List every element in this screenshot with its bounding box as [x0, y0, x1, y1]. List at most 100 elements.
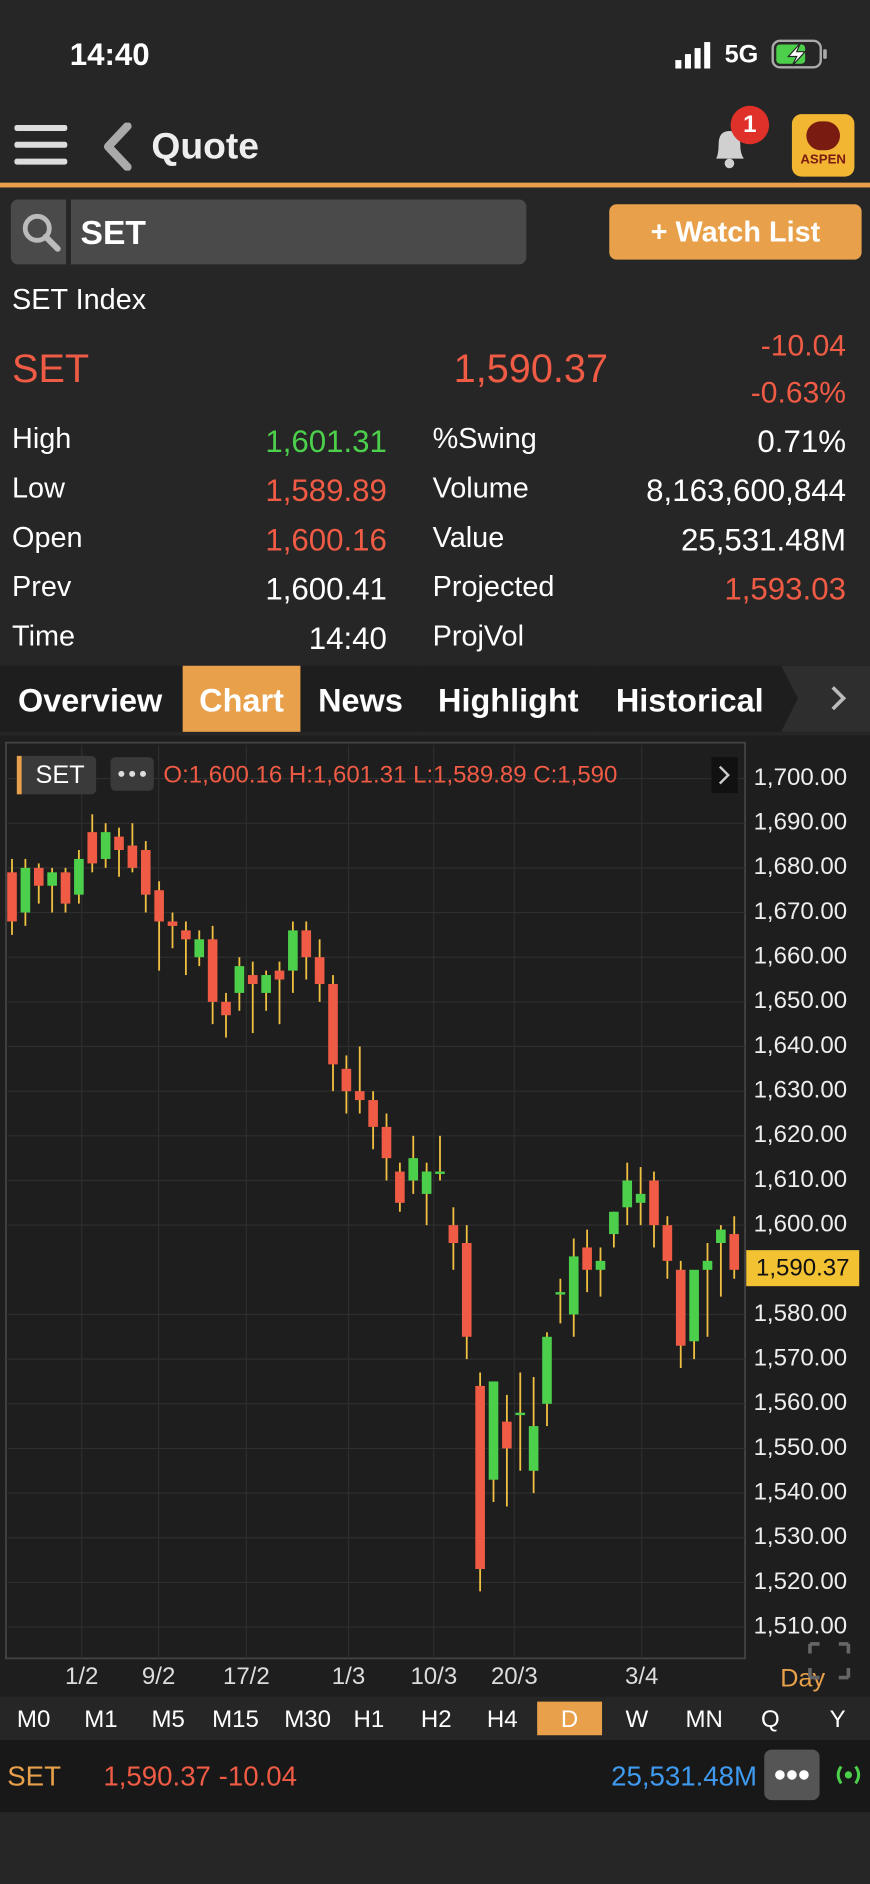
y-tick-label: 1,560.00: [754, 1389, 847, 1416]
stat-label: ProjVol: [432, 620, 524, 653]
footer-price: 1,590.37 -10.04: [103, 1760, 297, 1792]
stat-label: Prev: [12, 570, 72, 604]
tab[interactable]: Chart: [182, 665, 301, 732]
options-dot: [139, 770, 147, 777]
y-tick-label: 1,540.00: [754, 1478, 847, 1505]
candle-body: [341, 1068, 352, 1092]
x-tick-label: 3/4: [625, 1663, 658, 1690]
candle-body: [568, 1256, 579, 1315]
stat-value: 1,600.16: [265, 521, 387, 558]
timeframe[interactable]: H4: [486, 1706, 518, 1733]
candle-body: [716, 1229, 726, 1244]
expand-icon: [808, 1642, 851, 1680]
timeframe[interactable]: H2: [420, 1706, 452, 1733]
candle-body: [207, 939, 218, 1002]
candle-body: [354, 1091, 365, 1101]
timeframe[interactable]: D: [537, 1701, 603, 1736]
index-name: SET Index: [12, 283, 147, 317]
tab[interactable]: Historical: [598, 665, 782, 732]
candle-body: [408, 1158, 419, 1181]
candle-body: [421, 1171, 432, 1194]
plot-frame: [5, 741, 746, 1660]
candle-body: [60, 872, 71, 904]
timeframe[interactable]: M5: [151, 1706, 185, 1733]
candle-body: [635, 1193, 646, 1203]
candle-body: [542, 1336, 552, 1404]
tab-more[interactable]: [781, 665, 870, 732]
timeframe[interactable]: Q: [760, 1706, 780, 1733]
candle-body: [154, 890, 164, 922]
candle-body: [515, 1412, 526, 1416]
candle-body: [100, 832, 111, 859]
chart-bg: [0, 735, 870, 1697]
chart: 1,700.00 1,690.00 1,680.00 1,670.00 1,660.00…: [0, 735, 870, 1697]
timeframe[interactable]: Y: [829, 1706, 846, 1733]
tab[interactable]: Overview: [0, 665, 181, 732]
current-price-box: [746, 1250, 860, 1287]
candle-body: [87, 832, 98, 864]
y-tick-label: 1,610.00: [754, 1166, 847, 1193]
candle-body: [274, 970, 285, 980]
x-tick-label: 17/2: [223, 1663, 270, 1690]
y-tick-label: 1,510.00: [754, 1612, 847, 1639]
candle-body: [595, 1260, 606, 1270]
timeframe[interactable]: MN: [685, 1706, 723, 1733]
y-tick-label: 1,570.00: [754, 1344, 847, 1371]
stat-label: Projected: [432, 570, 555, 604]
y-tick-label: 1,620.00: [754, 1121, 847, 1148]
stat-value: 1,593.03: [724, 570, 846, 607]
timeframe[interactable]: M15: [212, 1706, 259, 1733]
stat-label: Open: [12, 521, 83, 554]
candle-body: [368, 1100, 378, 1127]
more-button[interactable]: [764, 1749, 820, 1801]
symbol: SET: [12, 346, 90, 391]
tab[interactable]: Highlight: [420, 665, 597, 732]
stat-label: Low: [12, 472, 65, 505]
candle-body: [261, 975, 271, 993]
options-dot: [129, 770, 136, 777]
logo-text: ASPEN: [800, 152, 846, 168]
timeframe[interactable]: M30: [284, 1706, 332, 1733]
candle-body: [448, 1225, 459, 1244]
back-icon[interactable]: [101, 122, 137, 171]
candle-body: [435, 1171, 445, 1174]
last-price: 1,590.37: [453, 346, 609, 391]
candle-body: [7, 872, 17, 922]
stat-label: Value: [432, 521, 505, 554]
y-tick-label: 1,690.00: [754, 809, 847, 836]
ohlc-arrow-box: [711, 757, 738, 794]
candle-body: [662, 1225, 673, 1261]
tab[interactable]: News: [302, 665, 419, 732]
header-divider: [0, 182, 870, 188]
candle-body: [288, 930, 298, 971]
x-tick-label: 20/3: [491, 1663, 538, 1690]
search-box[interactable]: SET: [10, 199, 527, 265]
status-time: 14:40: [69, 36, 150, 73]
logo[interactable]: ASPEN: [791, 114, 855, 177]
x-tick-label: 1/3: [332, 1663, 365, 1690]
stat-value: 8,163,600,844: [646, 472, 846, 509]
y-tick-label: 1,660.00: [754, 943, 847, 970]
search-sep: [66, 199, 71, 265]
notification-badge: 1: [730, 105, 770, 145]
candle-body: [167, 921, 178, 926]
y-tick-label: 1,680.00: [754, 853, 847, 880]
candle-body: [475, 1385, 485, 1570]
timeframe[interactable]: H1: [353, 1706, 385, 1733]
chart-symbol: SET: [36, 761, 85, 789]
timeframe[interactable]: M1: [84, 1706, 118, 1733]
menu-icon[interactable]: [12, 120, 72, 170]
candle-body: [114, 836, 124, 851]
candle-body: [555, 1292, 566, 1295]
stat-label: Time: [12, 620, 76, 653]
y-tick-label: 1,640.00: [754, 1032, 847, 1059]
y-tick-label: 1,520.00: [754, 1568, 847, 1595]
candle-body: [649, 1180, 659, 1226]
candle-body: [74, 858, 84, 895]
more-icon: [775, 1770, 809, 1780]
watch-list-button[interactable]: + Watch List: [609, 204, 862, 260]
timeframe[interactable]: M0: [16, 1706, 51, 1733]
x-tick-label: 9/2: [142, 1663, 175, 1690]
timeframe[interactable]: W: [625, 1706, 649, 1733]
